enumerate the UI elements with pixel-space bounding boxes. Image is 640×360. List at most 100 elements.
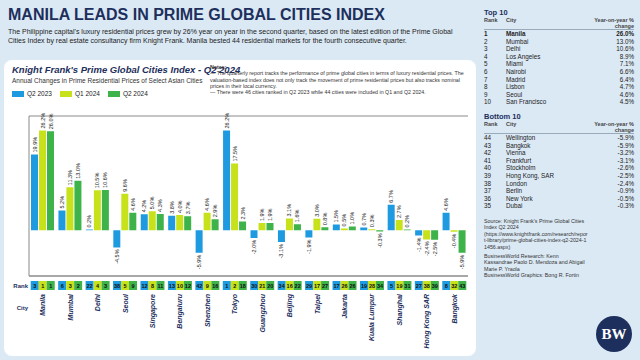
svg-text:Bangkok: Bangkok	[451, 293, 459, 324]
svg-text:-5.9%: -5.9%	[459, 255, 465, 269]
svg-text:13: 13	[169, 283, 175, 289]
svg-text:26.0%: 26.0%	[48, 114, 54, 130]
svg-text:Mumbai: Mumbai	[67, 293, 74, 321]
svg-text:19.9%: 19.9%	[32, 137, 38, 153]
svg-text:4.3%: 4.3%	[157, 199, 163, 212]
svg-text:11.3%: 11.3%	[67, 170, 73, 185]
svg-text:1.9%: 1.9%	[267, 208, 273, 221]
svg-text:Manila: Manila	[39, 294, 46, 316]
svg-text:Bengaluru: Bengaluru	[176, 293, 184, 328]
svg-text:1.5%: 1.5%	[333, 210, 339, 223]
svg-text:City: City	[17, 305, 29, 311]
svg-text:4: 4	[96, 283, 100, 289]
svg-text:10: 10	[177, 283, 183, 289]
svg-text:3.8%: 3.8%	[169, 201, 175, 214]
svg-text:20: 20	[267, 283, 273, 289]
svg-text:Kuala Lumpur: Kuala Lumpur	[368, 293, 376, 341]
svg-text:-2.4%: -2.4%	[424, 241, 430, 255]
svg-text:42: 42	[196, 283, 202, 289]
svg-text:0.8%: 0.8%	[322, 213, 328, 226]
svg-text:17.5%: 17.5%	[232, 146, 238, 162]
svg-text:0.2%: 0.2%	[86, 215, 92, 228]
svg-text:21: 21	[259, 283, 265, 289]
svg-text:31: 31	[404, 283, 410, 289]
svg-text:5.2%: 5.2%	[59, 196, 65, 209]
svg-text:17: 17	[333, 283, 339, 289]
svg-text:5: 5	[390, 283, 393, 289]
svg-text:2.7%: 2.7%	[396, 205, 402, 218]
svg-text:3.0%: 3.0%	[314, 204, 320, 217]
svg-text:Beijing: Beijing	[286, 293, 294, 317]
svg-text:Shenzhen: Shenzhen	[204, 294, 211, 327]
svg-text:26: 26	[341, 283, 347, 289]
svg-text:4.6%: 4.6%	[443, 198, 449, 211]
svg-text:9: 9	[206, 283, 209, 289]
svg-text:4.0%: 4.0%	[177, 200, 183, 213]
svg-text:18: 18	[240, 283, 246, 289]
svg-text:4.6%: 4.6%	[130, 198, 136, 211]
svg-text:17: 17	[314, 283, 320, 289]
svg-text:34: 34	[377, 283, 384, 289]
svg-text:-0.3%: -0.3%	[377, 233, 383, 247]
svg-text:1.6%: 1.6%	[294, 210, 300, 223]
svg-text:3.7%: 3.7%	[185, 202, 191, 215]
svg-text:2: 2	[77, 283, 80, 289]
svg-text:2: 2	[233, 283, 236, 289]
svg-text:27: 27	[416, 283, 422, 289]
svg-text:11: 11	[158, 283, 164, 289]
svg-text:10.6%: 10.6%	[102, 172, 108, 188]
svg-text:6.7%: 6.7%	[388, 190, 394, 203]
svg-text:9.6%: 9.6%	[122, 179, 128, 192]
svg-text:Seoul: Seoul	[122, 293, 129, 313]
svg-text:38: 38	[424, 283, 430, 289]
svg-text:6: 6	[61, 283, 64, 289]
svg-text:26: 26	[349, 283, 355, 289]
svg-text:3: 3	[104, 283, 107, 289]
svg-text:-2.0%: -2.0%	[251, 240, 257, 254]
svg-text:9: 9	[132, 283, 135, 289]
svg-text:Shanghai: Shanghai	[396, 293, 404, 326]
svg-text:Delhi: Delhi	[94, 293, 101, 311]
svg-text:12: 12	[185, 283, 191, 289]
svg-text:28: 28	[369, 283, 375, 289]
svg-text:3.1%: 3.1%	[286, 204, 292, 217]
svg-text:5.0%: 5.0%	[149, 197, 155, 210]
svg-text:0.5%: 0.5%	[341, 214, 347, 227]
svg-text:16: 16	[212, 283, 218, 289]
svg-text:-5.9%: -5.9%	[196, 255, 202, 269]
svg-text:2.3%: 2.3%	[240, 207, 246, 220]
svg-text:32: 32	[451, 283, 457, 289]
svg-text:22: 22	[87, 283, 93, 289]
svg-text:22: 22	[295, 283, 301, 289]
svg-text:Taipei: Taipei	[314, 293, 322, 314]
svg-text:Singapore: Singapore	[149, 294, 157, 328]
svg-text:-1.9%: -1.9%	[306, 239, 312, 253]
svg-text:Hong Kong SAR: Hong Kong SAR	[423, 294, 431, 348]
svg-text:1: 1	[49, 283, 52, 289]
svg-text:-0.4%: -0.4%	[451, 234, 457, 248]
svg-text:10.5%: 10.5%	[94, 173, 100, 189]
svg-text:34: 34	[279, 283, 286, 289]
svg-text:Guangzhou: Guangzhou	[259, 293, 267, 332]
svg-text:0.3%: 0.3%	[369, 214, 375, 227]
svg-text:-3.1%: -3.1%	[278, 244, 284, 258]
svg-text:4.2%: 4.2%	[141, 200, 147, 213]
svg-text:43: 43	[459, 283, 465, 289]
svg-text:Rank: Rank	[13, 283, 28, 289]
svg-text:29: 29	[306, 283, 312, 289]
svg-text:1.0%: 1.0%	[349, 212, 355, 225]
svg-text:1: 1	[225, 283, 228, 289]
svg-text:38: 38	[114, 283, 120, 289]
svg-text:19: 19	[361, 283, 367, 289]
svg-text:39: 39	[432, 283, 438, 289]
svg-text:Jakarta: Jakarta	[341, 294, 348, 319]
svg-text:16: 16	[287, 283, 293, 289]
svg-text:2.9%: 2.9%	[212, 205, 218, 218]
svg-text:Tokyo: Tokyo	[231, 293, 239, 314]
svg-text:0.2%: 0.2%	[404, 215, 410, 228]
svg-text:12: 12	[141, 283, 147, 289]
svg-text:1.9%: 1.9%	[259, 208, 265, 221]
svg-text:30: 30	[251, 283, 257, 289]
svg-text:8: 8	[445, 283, 448, 289]
svg-text:13.0%: 13.0%	[75, 163, 81, 179]
